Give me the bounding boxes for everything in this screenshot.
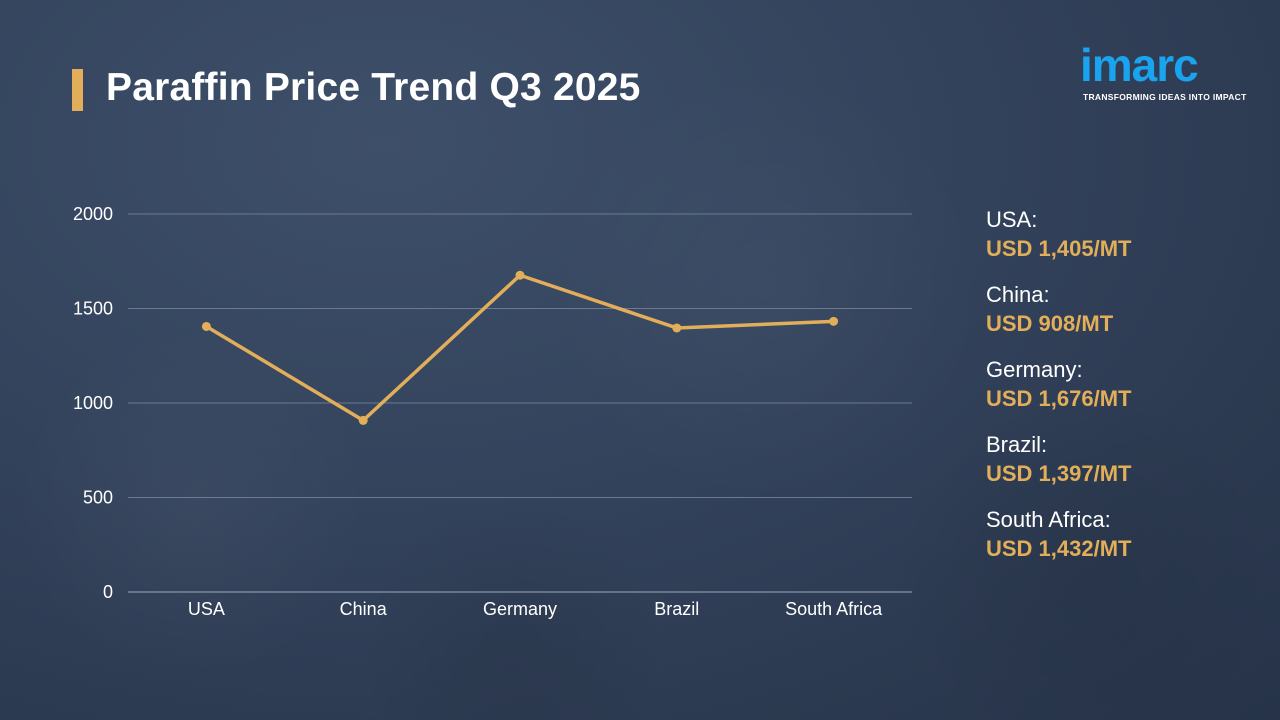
x-tick-label: USA — [188, 599, 225, 619]
legend-item: Germany: USD 1,676/MT — [986, 356, 1266, 414]
grid-lines — [128, 213, 912, 593]
legend-value: USD 1,676/MT — [986, 386, 1132, 411]
imarc-logo: imarc TRANSFORMING IDEAS INTO IMPACT — [1080, 34, 1248, 104]
legend-value: USD 1,432/MT — [986, 536, 1132, 561]
legend-country: South Africa: — [986, 507, 1111, 532]
page-title: Paraffin Price Trend Q3 2025 — [106, 66, 641, 109]
series-line-layer — [205, 273, 834, 423]
data-point — [201, 321, 211, 331]
price-legend: USA: USD 1,405/MT China: USD 908/MT Germany:… — [986, 206, 1266, 581]
legend-value: USD 1,397/MT — [986, 461, 1132, 486]
legend-country: Brazil: — [986, 432, 1048, 457]
x-axis-ticks: USA China Germany Brazil South Africa — [188, 599, 883, 619]
x-tick-label: China — [340, 599, 388, 619]
y-tick-label: 0 — [103, 582, 113, 602]
legend-item: China: USD 908/MT — [986, 281, 1266, 339]
logo-wordmark: imarc — [1080, 39, 1199, 91]
x-tick-label: Brazil — [654, 599, 699, 619]
legend-value: USD 908/MT — [986, 311, 1114, 336]
series-line — [205, 273, 834, 423]
y-tick-label: 2000 — [73, 204, 113, 224]
x-tick-label: Germany — [483, 599, 557, 619]
series-points — [201, 270, 839, 425]
y-tick-label: 500 — [83, 488, 113, 508]
y-tick-label: 1000 — [73, 393, 113, 413]
data-point — [829, 316, 839, 326]
legend-country: USA: — [986, 207, 1038, 232]
legend-value: USD 1,405/MT — [986, 236, 1132, 261]
data-point — [515, 270, 525, 280]
legend-item: Brazil: USD 1,397/MT — [986, 431, 1266, 489]
y-axis-ticks: 0 500 1000 1500 2000 — [73, 204, 113, 602]
legend-item: South Africa: USD 1,432/MT — [986, 506, 1266, 564]
legend-country: China: — [986, 282, 1050, 307]
legend-country: Germany: — [986, 357, 1083, 382]
legend-item: USA: USD 1,405/MT — [986, 206, 1266, 264]
data-point — [672, 323, 682, 333]
title-accent-bar — [72, 69, 83, 111]
price-line-chart: 0 500 1000 1500 2000 USA China Germany Brazil So… — [73, 204, 912, 619]
data-point — [358, 415, 368, 425]
logo-tagline: TRANSFORMING IDEAS INTO IMPACT — [1083, 92, 1247, 102]
x-tick-label: South Africa — [785, 599, 883, 619]
y-tick-label: 1500 — [73, 299, 113, 319]
